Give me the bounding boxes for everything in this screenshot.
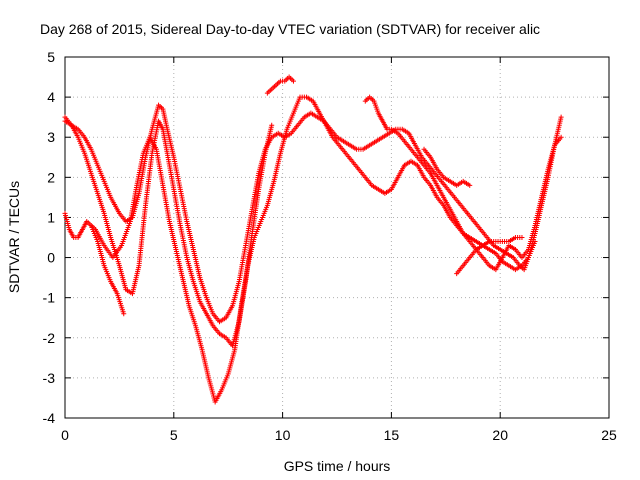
y-tick-label: -4 xyxy=(43,410,56,426)
y-tick-label: 0 xyxy=(47,250,55,266)
series-track-3 xyxy=(62,94,564,405)
data-points xyxy=(62,74,564,405)
axis-tick-labels: 0 5 10 15 20 25 -4 -3 -2 -1 0 1 2 3 4 5 xyxy=(43,49,617,443)
y-axis-label: SDTVAR / TECUs xyxy=(6,181,22,293)
series-track-7 xyxy=(421,146,473,188)
data-point xyxy=(467,182,473,188)
y-tick-label: 5 xyxy=(47,49,55,65)
x-tick-label: 0 xyxy=(61,427,69,443)
x-axis-label: GPS time / hours xyxy=(284,458,391,474)
data-point xyxy=(121,311,127,317)
data-point xyxy=(290,78,296,84)
data-point xyxy=(532,239,538,245)
data-point xyxy=(269,122,275,128)
series-track-6 xyxy=(454,235,525,277)
y-tick-label: -3 xyxy=(43,370,56,386)
y-tick-label: 4 xyxy=(47,89,55,105)
y-tick-label: -2 xyxy=(43,330,56,346)
series-track-8 xyxy=(88,222,127,317)
axis-ticks xyxy=(64,56,610,419)
x-tick-label: 10 xyxy=(275,427,291,443)
y-tick-label: 1 xyxy=(47,209,55,225)
series-track-2 xyxy=(62,114,275,349)
data-point xyxy=(558,114,564,120)
y-tick-label: 2 xyxy=(47,169,55,185)
y-tick-label: 3 xyxy=(47,129,55,145)
chart-title: Day 268 of 2015, Sidereal Day-to-day VTE… xyxy=(40,21,540,37)
series-track-4 xyxy=(264,74,296,96)
x-tick-label: 5 xyxy=(170,427,178,443)
y-tick-label: -1 xyxy=(43,290,56,306)
x-tick-label: 20 xyxy=(492,427,508,443)
data-point xyxy=(558,134,564,140)
plot-border xyxy=(64,56,610,419)
x-tick-label: 25 xyxy=(601,427,617,443)
series-track-5 xyxy=(362,94,538,273)
x-tick-label: 15 xyxy=(384,427,400,443)
data-point xyxy=(519,235,525,240)
